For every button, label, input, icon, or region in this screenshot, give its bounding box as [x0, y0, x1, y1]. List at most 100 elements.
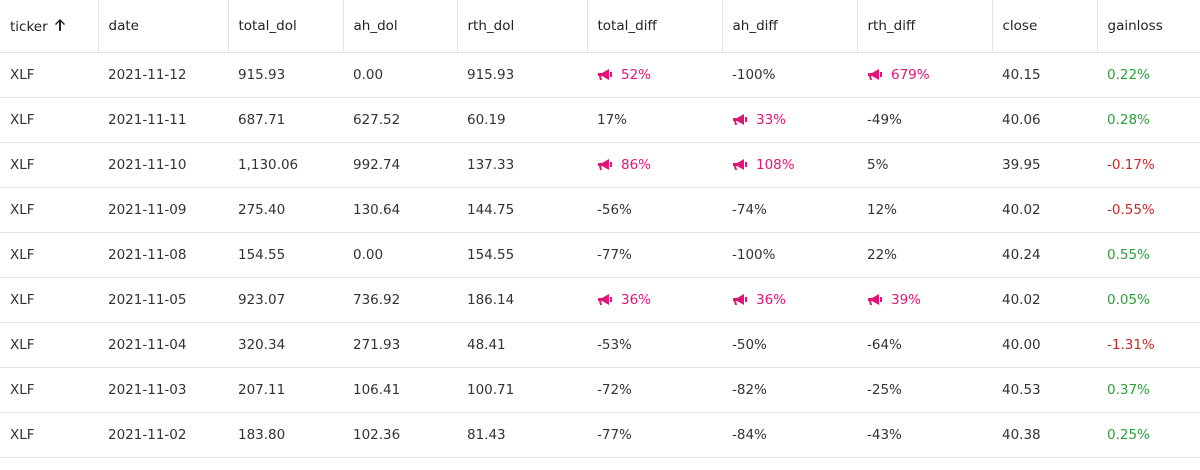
cell-text: XLF — [10, 427, 35, 443]
table-cell: 40.38 — [992, 412, 1097, 458]
table-cell: 81.43 — [457, 412, 587, 458]
alert-icon — [598, 294, 612, 305]
cell-text: -0.55% — [1107, 202, 1155, 218]
header-text: gainloss — [1107, 18, 1163, 34]
table-cell: 2021-11-10 — [98, 142, 228, 188]
cell-text: 102.36 — [353, 427, 401, 443]
cell-text: 207.11 — [238, 382, 286, 398]
table-cell: 36% — [722, 277, 857, 323]
table-cell: 39% — [857, 277, 992, 323]
header-text: ah_dol — [353, 18, 398, 34]
cell-text: 36% — [756, 292, 787, 308]
table-cell: 275.40 — [228, 187, 343, 233]
table-cell: 320.34 — [228, 322, 343, 368]
alert-icon — [598, 69, 612, 80]
cell-text: 5% — [867, 157, 889, 173]
cell-text: XLF — [10, 247, 35, 263]
table-body: XLF 2021-11-12 915.93 0.00 915.93 52% -100% 679… — [0, 52, 1200, 458]
table-cell: 40.02 — [992, 187, 1097, 233]
column-header[interactable]: total_diff — [587, 0, 723, 53]
cell-text: 0.00 — [353, 247, 384, 263]
header-text: ah_diff — [732, 18, 778, 34]
column-header[interactable]: rth_diff — [857, 0, 993, 53]
cell-text: 52% — [621, 67, 652, 83]
table-cell: -77% — [587, 232, 722, 278]
column-header[interactable]: total_dol — [228, 0, 344, 53]
cell-text: 40.38 — [1002, 427, 1041, 443]
table-cell: 137.33 — [457, 142, 587, 188]
table-cell: 2021-11-02 — [98, 412, 228, 458]
header-text: date — [108, 18, 139, 34]
cell-text: -25% — [867, 382, 902, 398]
cell-text: -74% — [732, 202, 767, 218]
cell-text: 81.43 — [467, 427, 506, 443]
cell-text: 2021-11-02 — [108, 427, 187, 443]
cell-text: 86% — [621, 157, 652, 173]
cell-text: 137.33 — [467, 157, 515, 173]
cell-text: 22% — [867, 247, 898, 263]
cell-text: 186.14 — [467, 292, 515, 308]
table-row: XLF 2021-11-02 183.80 102.36 81.43 -77% -84% -4… — [0, 412, 1200, 458]
table-cell: 12% — [857, 187, 992, 233]
table-cell: 33% — [722, 97, 857, 143]
column-header[interactable]: ah_dol — [343, 0, 458, 53]
column-header[interactable]: date — [98, 0, 229, 53]
column-header[interactable]: ah_diff — [722, 0, 858, 53]
table-cell: 154.55 — [457, 232, 587, 278]
cell-text: 40.53 — [1002, 382, 1041, 398]
table-cell: 130.64 — [343, 187, 457, 233]
cell-text: 0.28% — [1107, 112, 1150, 128]
table-cell: XLF — [0, 97, 98, 143]
table-cell: 40.06 — [992, 97, 1097, 143]
table-cell: -77% — [587, 412, 722, 458]
cell-text: 2021-11-12 — [108, 67, 187, 83]
cell-text: 48.41 — [467, 337, 506, 353]
cell-text: 0.22% — [1107, 67, 1150, 83]
table-cell: -0.55% — [1097, 187, 1200, 233]
cell-text: 40.02 — [1002, 202, 1041, 218]
header-row: ticker date total_dol ah_dol rth_dol total_di… — [0, 0, 1200, 53]
table-row: XLF 2021-11-05 923.07 736.92 186.14 36% 36% 39%… — [0, 277, 1200, 323]
header-text: rth_diff — [867, 18, 916, 34]
table-cell: 106.41 — [343, 367, 457, 413]
cell-text: 2021-11-09 — [108, 202, 187, 218]
table-cell: 144.75 — [457, 187, 587, 233]
table-cell: 40.15 — [992, 52, 1097, 98]
table-cell: 679% — [857, 52, 992, 98]
cell-text: -64% — [867, 337, 902, 353]
cell-text: 33% — [756, 112, 787, 128]
table-cell: XLF — [0, 187, 98, 233]
table-cell: 992.74 — [343, 142, 457, 188]
data-table: ticker date total_dol ah_dol rth_dol total_di… — [0, 0, 1200, 458]
column-header[interactable]: ticker — [0, 0, 99, 53]
header-text: rth_dol — [467, 18, 515, 34]
cell-text: 679% — [891, 67, 930, 83]
table-cell: 915.93 — [457, 52, 587, 98]
cell-text: -53% — [597, 337, 632, 353]
cell-text: -49% — [867, 112, 902, 128]
column-header[interactable]: gainloss — [1097, 0, 1200, 53]
cell-text: 2021-11-04 — [108, 337, 187, 353]
table-cell: -100% — [722, 232, 857, 278]
cell-text: 39% — [891, 292, 922, 308]
table-cell: 915.93 — [228, 52, 343, 98]
cell-text: -0.17% — [1107, 157, 1155, 173]
cell-text: XLF — [10, 67, 35, 83]
alert-icon — [868, 294, 882, 305]
table-cell: 108% — [722, 142, 857, 188]
table-cell: 0.37% — [1097, 367, 1200, 413]
cell-text: 0.55% — [1107, 247, 1150, 263]
table-cell: XLF — [0, 367, 98, 413]
table-cell: 40.24 — [992, 232, 1097, 278]
column-header[interactable]: rth_dol — [457, 0, 588, 53]
cell-text: 39.95 — [1002, 157, 1041, 173]
table-cell: 0.00 — [343, 52, 457, 98]
cell-text: 2021-11-11 — [108, 112, 187, 128]
cell-text: 687.71 — [238, 112, 286, 128]
column-header[interactable]: close — [992, 0, 1098, 53]
cell-text: 915.93 — [467, 67, 515, 83]
table-cell: 40.53 — [992, 367, 1097, 413]
table-cell: 687.71 — [228, 97, 343, 143]
table-cell: 39.95 — [992, 142, 1097, 188]
cell-text: 106.41 — [353, 382, 401, 398]
